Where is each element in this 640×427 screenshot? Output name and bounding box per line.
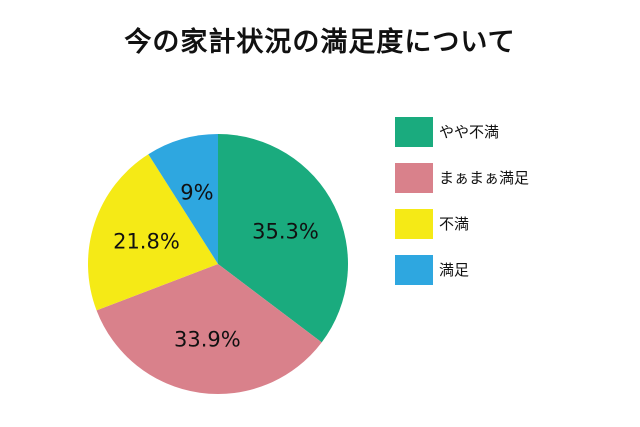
legend-swatch-manzoku [395,255,433,285]
legend-label-manzoku: 満足 [439,261,470,279]
pie-value-label-manzoku: 9% [180,181,213,205]
legend-swatch-maamaa-manzoku [395,163,433,193]
legend-item-yaya-fuman: やや不満 [395,117,625,147]
legend-item-manzoku: 満足 [395,255,625,285]
legend-item-maamaa-manzoku: まぁまぁ満足 [395,163,625,193]
pie-slice-fuman [87,154,218,311]
pie-value-label-yaya-fuman: 35.3% [252,219,319,243]
legend-label-yaya-fuman: やや不満 [439,123,500,141]
pie-slice-manzoku [148,134,218,264]
legend-label-fuman: 不満 [439,215,470,233]
pie-slices [87,134,348,394]
chart-title: 今の家計状況の満足度について [124,27,516,58]
pie-value-label-fuman: 21.8% [113,229,180,253]
pie-slice-maamaa-manzoku [96,264,322,394]
legend-swatch-yaya-fuman [395,117,433,147]
legend-label-maamaa-manzoku: まぁまぁ満足 [439,169,530,187]
legend-item-fuman: 不満 [395,209,625,239]
legend: やや不満 まぁまぁ満足 不満 満足 [395,117,625,301]
legend-swatch-fuman [395,209,433,239]
pie-value-label-maamaa-manzoku: 33.9% [174,328,241,352]
pie-value-labels: 35.3% 33.9% 21.8%9% [113,181,319,352]
pie-slice-yaya-fuman [218,134,348,343]
